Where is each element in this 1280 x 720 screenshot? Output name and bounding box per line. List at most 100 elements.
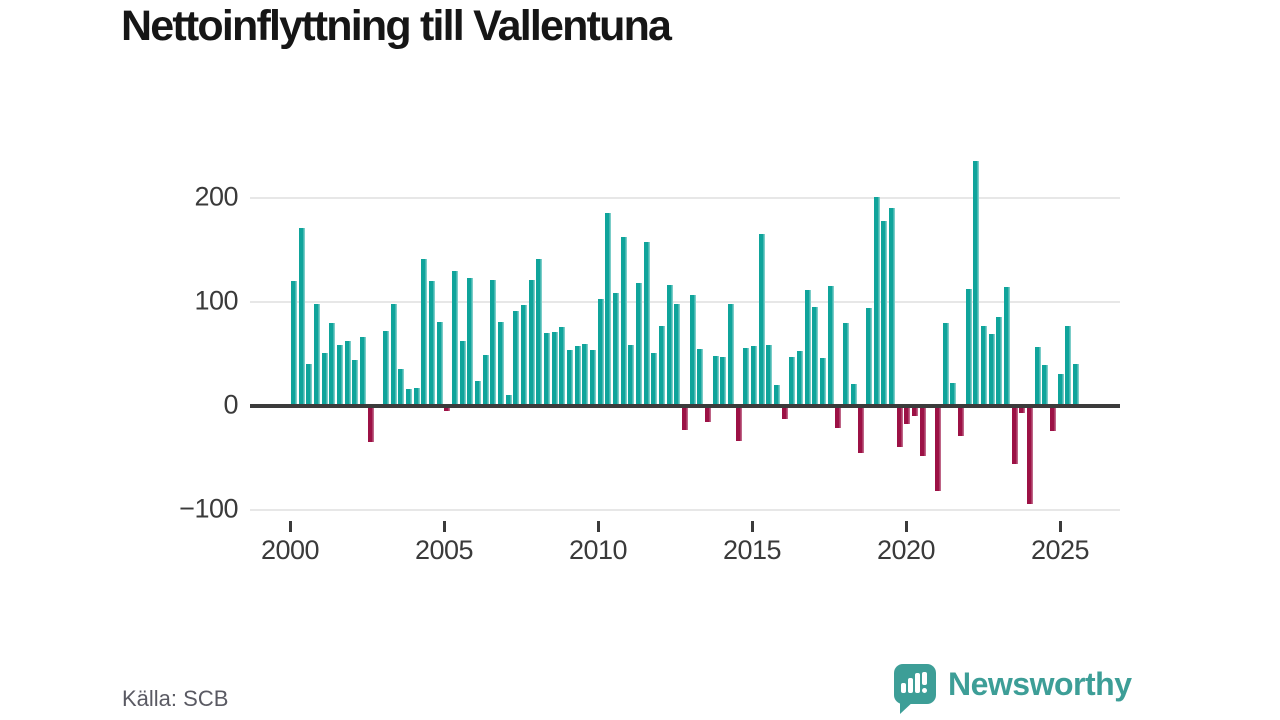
bar-2014-q4 [743,347,750,407]
x-tick-2015 [751,521,754,532]
bar-2014-q2 [727,304,735,407]
bar-2014-q3 [735,406,742,442]
bar-2016-q3 [796,350,804,407]
bar-2005-q2 [452,270,459,407]
bar-2023-q2 [1003,287,1010,407]
bar-2010-q2 [605,212,612,407]
x-axis-label-2025: 2025 [1030,535,1090,565]
source-caption: Källa: SCB [122,686,229,711]
bar-2019-q4 [896,406,903,447]
y-axis-label-0: 0 [223,389,238,420]
bar-2010-q1 [597,298,604,407]
bar-2017-q2 [819,358,827,407]
x-axis-label-2005: 2005 [414,535,474,565]
bar-2008-q1 [536,259,543,407]
bar-2003-q3 [398,368,405,407]
bar-2011-q4 [651,353,658,407]
y-axis-label-200: 200 [194,181,238,212]
bar-2001-q2 [329,322,336,407]
bar-2017-q1 [812,307,819,407]
bar-2015-q3 [766,344,773,407]
bar-2020-q1 [904,406,911,424]
bar-2009-q2 [574,345,581,407]
bar-2016-q2 [789,357,796,407]
bar-2004-q2 [421,259,428,407]
bar-2004-q4 [436,321,443,407]
gridline-200 [250,197,1120,199]
bar-2021-q2 [942,322,949,407]
bar-2005-q3 [459,340,466,407]
bar-2019-q3 [888,208,896,407]
bar-2024-q4 [1049,406,1056,431]
bar-2022-q2 [973,160,980,407]
bar-2007-q1 [505,394,512,407]
bar-2000-q1 [291,281,298,407]
bar-2025-q1 [1057,373,1064,407]
bar-2003-q4 [406,389,413,407]
bar-2004-q1 [413,388,420,407]
bar-2016-q4 [804,289,811,407]
bar-2012-q3 [674,304,681,407]
bar-2024-q2 [1034,346,1041,407]
bar-2002-q3 [367,406,374,443]
bar-2003-q2 [390,304,397,407]
x-axis-label-2000: 2000 [260,535,320,565]
bar-2018-q1 [842,322,850,407]
bar-2006-q2 [482,355,489,407]
bar-2019-q1 [873,197,880,407]
bar-2013-q1 [689,294,696,407]
x-tick-2020 [905,521,908,532]
bar-2020-q2 [911,406,919,417]
bar-2000-q2 [298,228,305,407]
bar-2025-q3 [1072,364,1079,407]
newsworthy-bars-icon [894,664,936,714]
bar-2010-q4 [620,236,627,407]
bar-2010-q3 [612,292,620,407]
bar-2011-q3 [643,241,650,407]
bar-2019-q2 [881,220,888,407]
bar-2005-q1 [444,406,451,412]
bar-2005-q4 [467,278,474,407]
bar-2008-q3 [551,332,558,407]
brand-name: Newsworthy [948,666,1132,702]
bar-2022-q1 [965,288,972,407]
bar-2023-q3 [1011,406,1018,465]
bar-2002-q2 [360,337,367,407]
chart-title: Nettoinflyttning till Vallentuna [121,2,672,50]
x-tick-2000 [289,521,292,532]
bar-2011-q2 [635,283,643,407]
bar-2013-q2 [697,348,704,407]
bar-2011-q1 [628,344,635,407]
bar-2009-q1 [566,349,574,407]
bar-2008-q4 [559,327,566,407]
bar-2003-q1 [383,331,390,407]
bar-2001-q4 [344,340,351,407]
bar-2023-q4 [1019,406,1026,414]
x-tick-2025 [1059,521,1062,532]
newsworthy-logo: Newsworthy [894,664,1132,716]
bar-2015-q4 [773,385,781,407]
bar-2008-q2 [543,333,551,407]
bar-2023-q1 [996,316,1003,407]
x-axis-label-2015: 2015 [722,535,782,565]
bar-2002-q1 [352,360,359,407]
bar-2000-q3 [306,364,313,407]
bar-2021-q4 [957,406,965,437]
bar-2022-q3 [980,325,988,407]
bar-2015-q1 [750,345,758,407]
bar-2001-q3 [337,344,344,407]
bar-2007-q2 [513,311,520,407]
bar-2009-q4 [589,349,597,407]
bar-2000-q4 [314,304,321,407]
bar-2014-q1 [720,357,727,407]
bar-2012-q2 [666,285,673,407]
y-axis-label--100: −100 [179,493,238,524]
x-axis-line [250,403,1120,408]
bar-2007-q4 [528,280,535,407]
bar-2018-q3 [858,406,865,453]
x-axis-label-2010: 2010 [568,535,628,565]
bar-2022-q4 [988,334,995,407]
x-axis-label-2020: 2020 [876,535,936,565]
bar-2004-q3 [429,281,436,407]
